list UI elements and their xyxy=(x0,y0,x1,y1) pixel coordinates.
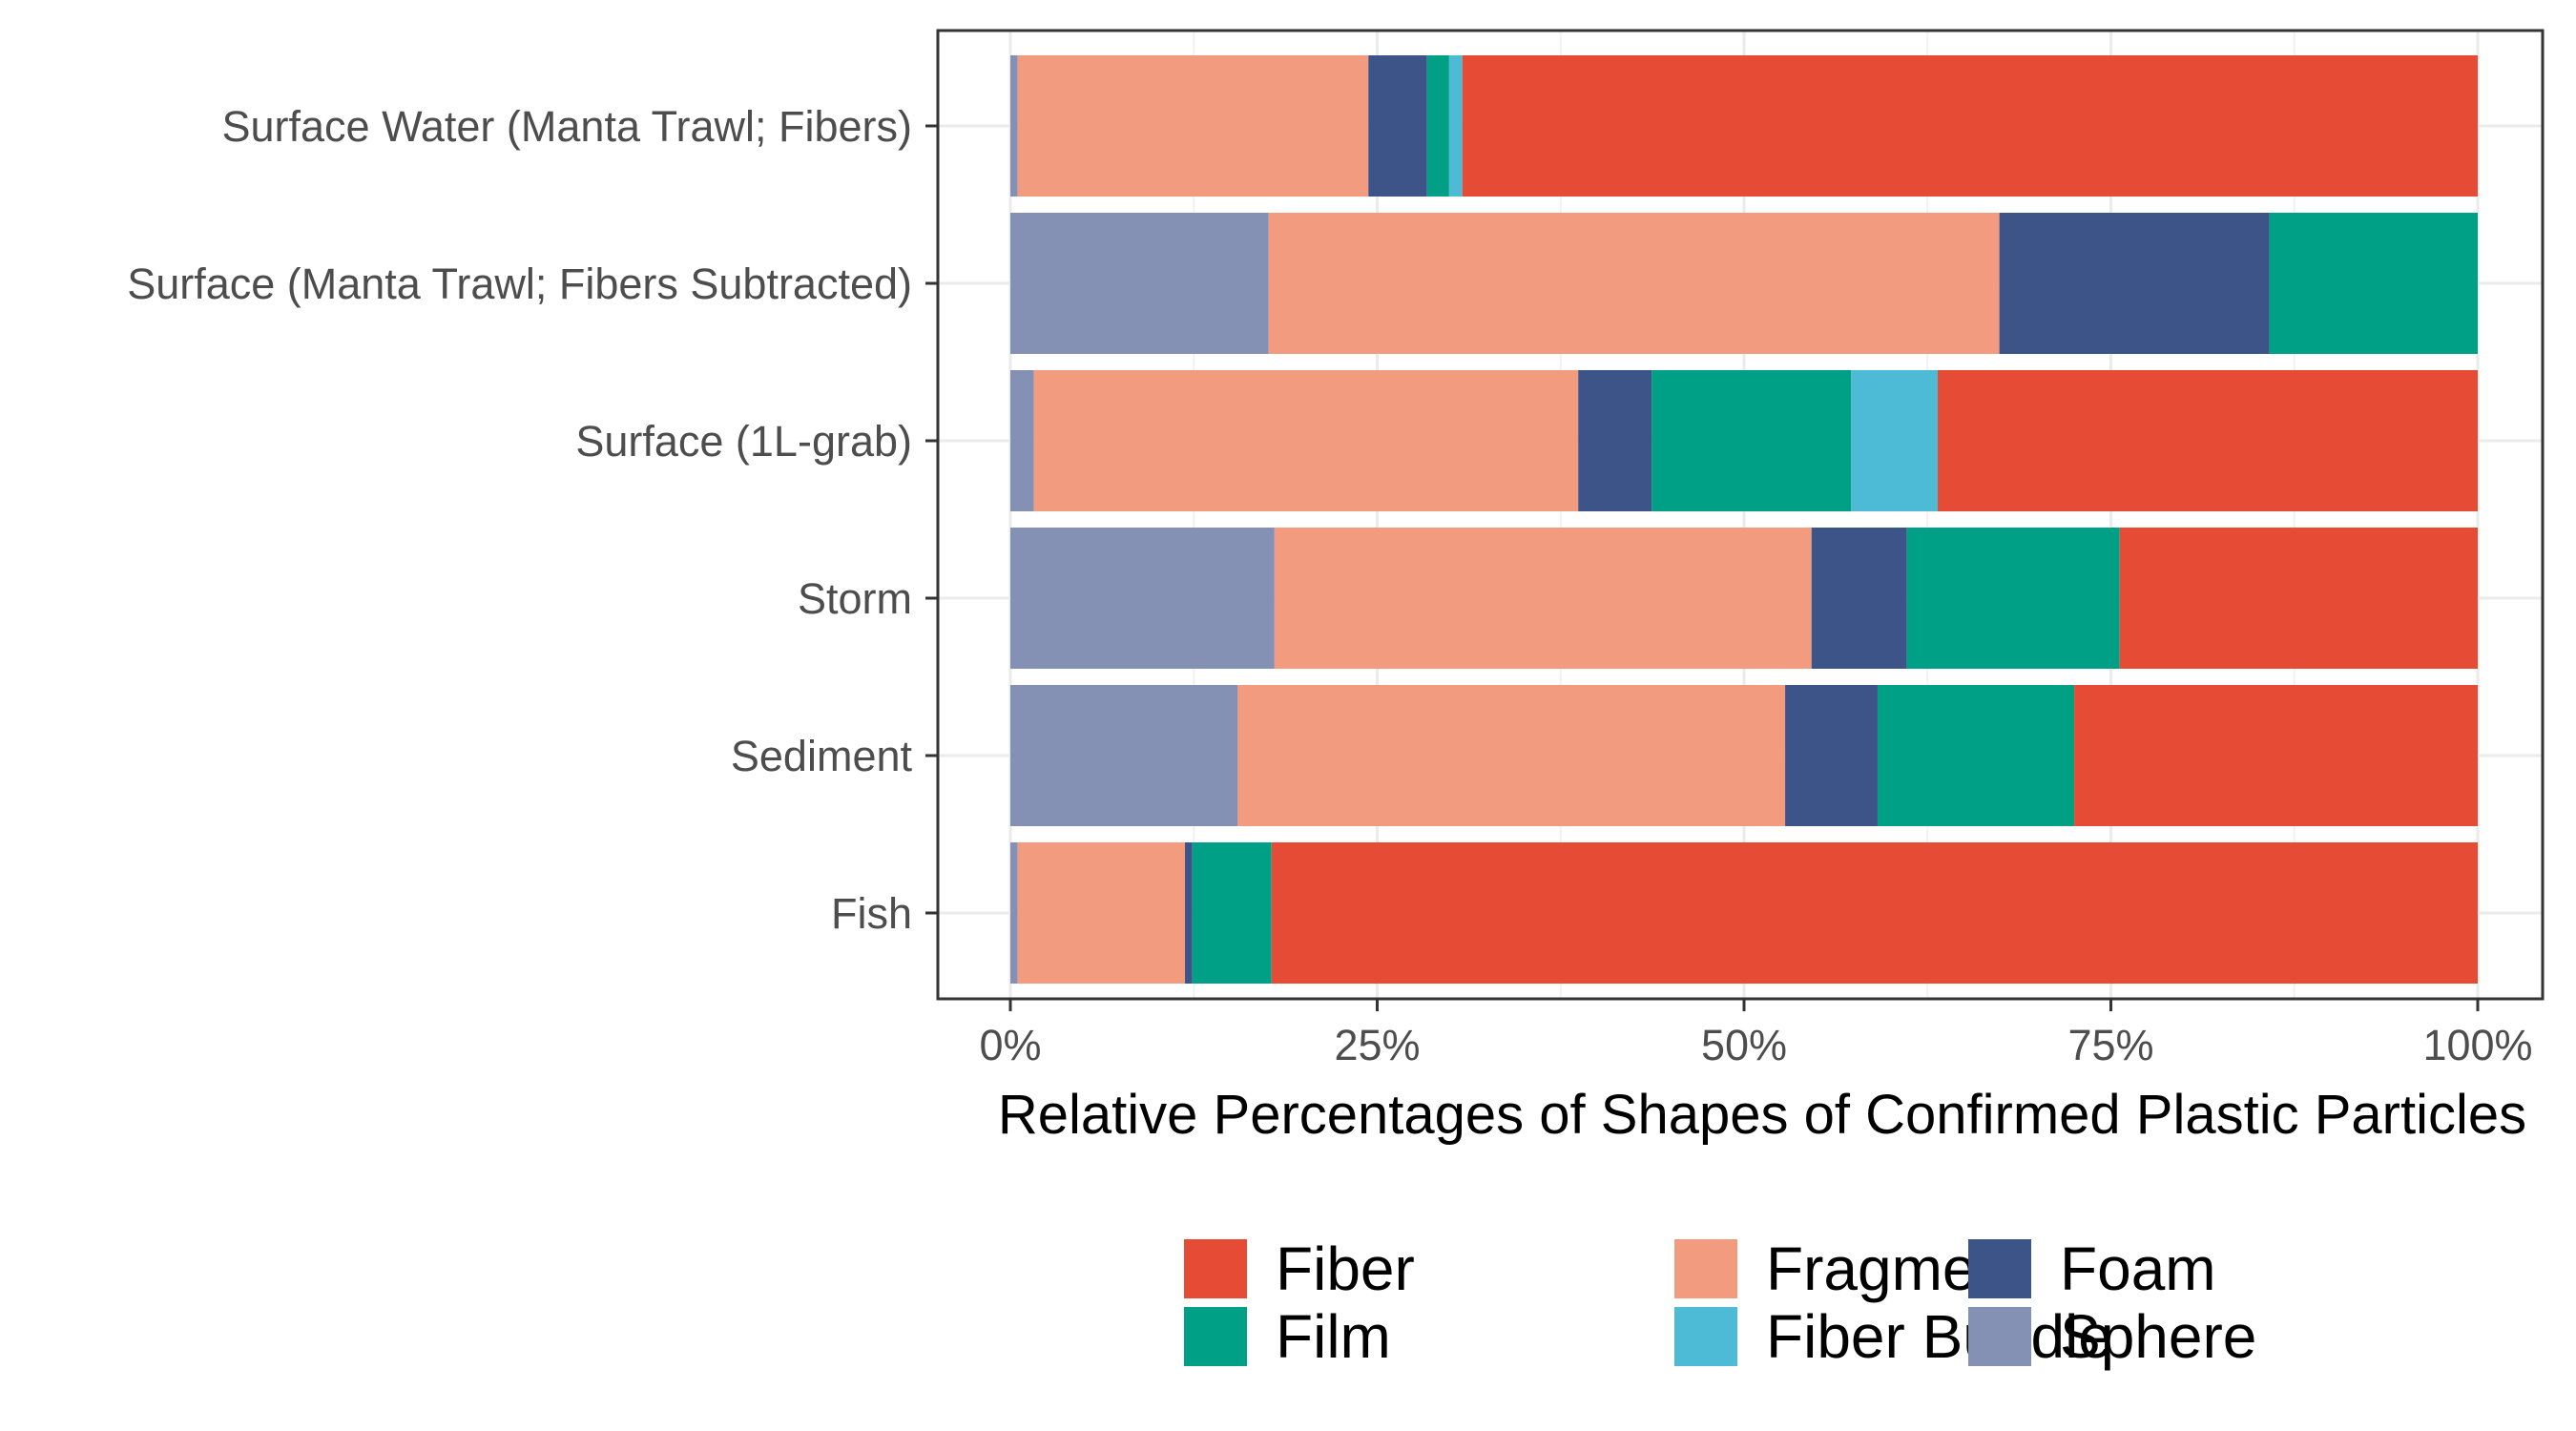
bar-segment-fragment xyxy=(1268,213,2000,354)
bar-segment-fiber xyxy=(2074,685,2478,826)
legend-label-fiber-bundle: Fiber Bundle xyxy=(1766,1302,2112,1371)
bar-segment-fragment xyxy=(1033,370,1579,511)
legend-swatch-fragment xyxy=(1674,1239,1737,1298)
bar-segment-foam xyxy=(1785,685,1878,826)
legend-swatch-fiber-bundle xyxy=(1674,1307,1737,1366)
y-tick-label: Surface (Manta Trawl; Fibers Subtracted) xyxy=(127,259,912,308)
bars xyxy=(1010,55,2478,984)
bar-segment-sphere xyxy=(1010,55,1018,197)
legend-swatch-fiber xyxy=(1184,1239,1247,1298)
bar-segment-film xyxy=(1192,842,1272,984)
bar-segment-sphere xyxy=(1010,842,1018,984)
x-axis-title: Relative Percentages of Shapes of Confir… xyxy=(998,1084,2526,1146)
bar-segment-film xyxy=(1906,528,2120,669)
bar-segment-film xyxy=(1877,685,2075,826)
x-tick-label: 50% xyxy=(1701,1021,1787,1069)
x-tick-label: 100% xyxy=(2422,1021,2532,1069)
bar-segment-film xyxy=(2269,213,2478,354)
bar-segment-film xyxy=(1652,370,1852,511)
legend-swatch-film xyxy=(1184,1307,1247,1366)
bar-segment-fiber-bundle xyxy=(1851,370,1939,511)
bar-segment-fiber-bundle xyxy=(1448,55,1463,197)
plot-panel-border xyxy=(936,29,2545,1001)
y-tick-label: Surface Water (Manta Trawl; Fibers) xyxy=(221,102,912,151)
bar-segment-foam xyxy=(1999,213,2270,354)
y-axis: Surface Water (Manta Trawl; Fibers) Surfa… xyxy=(127,102,938,938)
bar-segment-foam xyxy=(1811,528,1907,669)
bar-segment-foam xyxy=(1578,370,1652,511)
bar-segment-sphere xyxy=(1010,685,1238,826)
legend-label-film: Film xyxy=(1276,1302,1391,1371)
x-tick-label: 0% xyxy=(979,1021,1041,1069)
x-axis: 0% 25% 50% 75% 100% xyxy=(979,999,2533,1069)
bar-segment-sphere xyxy=(1010,370,1034,511)
y-tick-label: Sediment xyxy=(731,732,913,780)
legend-label-sphere: Sphere xyxy=(2060,1302,2256,1371)
bar-segment-film xyxy=(1426,55,1449,197)
bar-segment-fragment xyxy=(1274,528,1812,669)
legend-swatch-foam xyxy=(1968,1239,2031,1298)
bar-segment-fragment xyxy=(1017,842,1186,984)
bar-segment-fiber xyxy=(1938,370,2478,511)
legend-label-fiber: Fiber xyxy=(1276,1234,1415,1303)
bar-segment-sphere xyxy=(1010,528,1275,669)
legend-label-foam: Foam xyxy=(2060,1234,2216,1303)
x-tick-label: 75% xyxy=(2067,1021,2153,1069)
bar-segment-fiber xyxy=(1462,55,2478,197)
y-tick-label: Storm xyxy=(798,574,912,623)
bar-segment-fragment xyxy=(1017,55,1369,197)
x-tick-label: 25% xyxy=(1334,1021,1420,1069)
bar-segment-fiber xyxy=(1271,842,2478,984)
bar-segment-fragment xyxy=(1237,685,1786,826)
bar-segment-foam xyxy=(1185,842,1193,984)
bar-segment-foam xyxy=(1368,55,1427,197)
legend-swatch-sphere xyxy=(1968,1307,2031,1366)
bar-segment-fiber xyxy=(2119,528,2478,669)
y-tick-label: Surface (1L-grab) xyxy=(575,417,912,466)
bar-segment-sphere xyxy=(1010,213,1269,354)
y-tick-label: Fish xyxy=(831,889,912,938)
